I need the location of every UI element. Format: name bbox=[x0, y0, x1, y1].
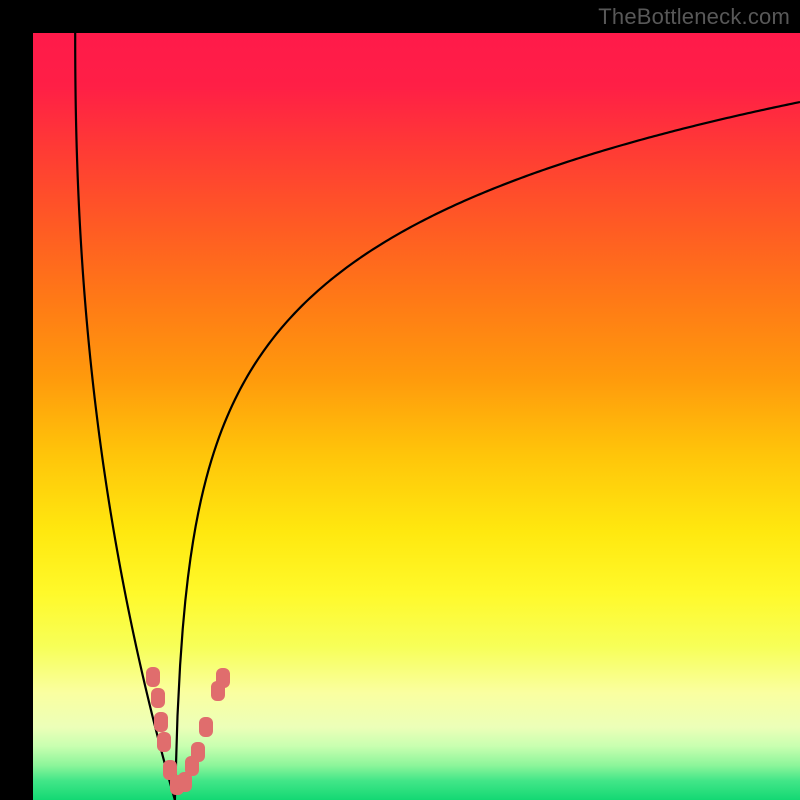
curve-marker bbox=[154, 712, 168, 732]
curve-right-branch bbox=[175, 102, 800, 800]
curve-marker bbox=[151, 688, 165, 708]
curve-marker bbox=[191, 742, 205, 762]
outer-black-frame bbox=[0, 0, 800, 800]
curve-marker bbox=[199, 717, 213, 737]
watermark-text: TheBottleneck.com bbox=[598, 4, 790, 30]
curve-left-branch bbox=[75, 33, 175, 800]
curve-marker bbox=[146, 667, 160, 687]
curve-marker bbox=[216, 668, 230, 688]
chart-svg bbox=[33, 33, 800, 800]
curve-markers-group bbox=[146, 667, 230, 795]
curve-marker bbox=[157, 732, 171, 752]
plot-area bbox=[33, 33, 800, 800]
